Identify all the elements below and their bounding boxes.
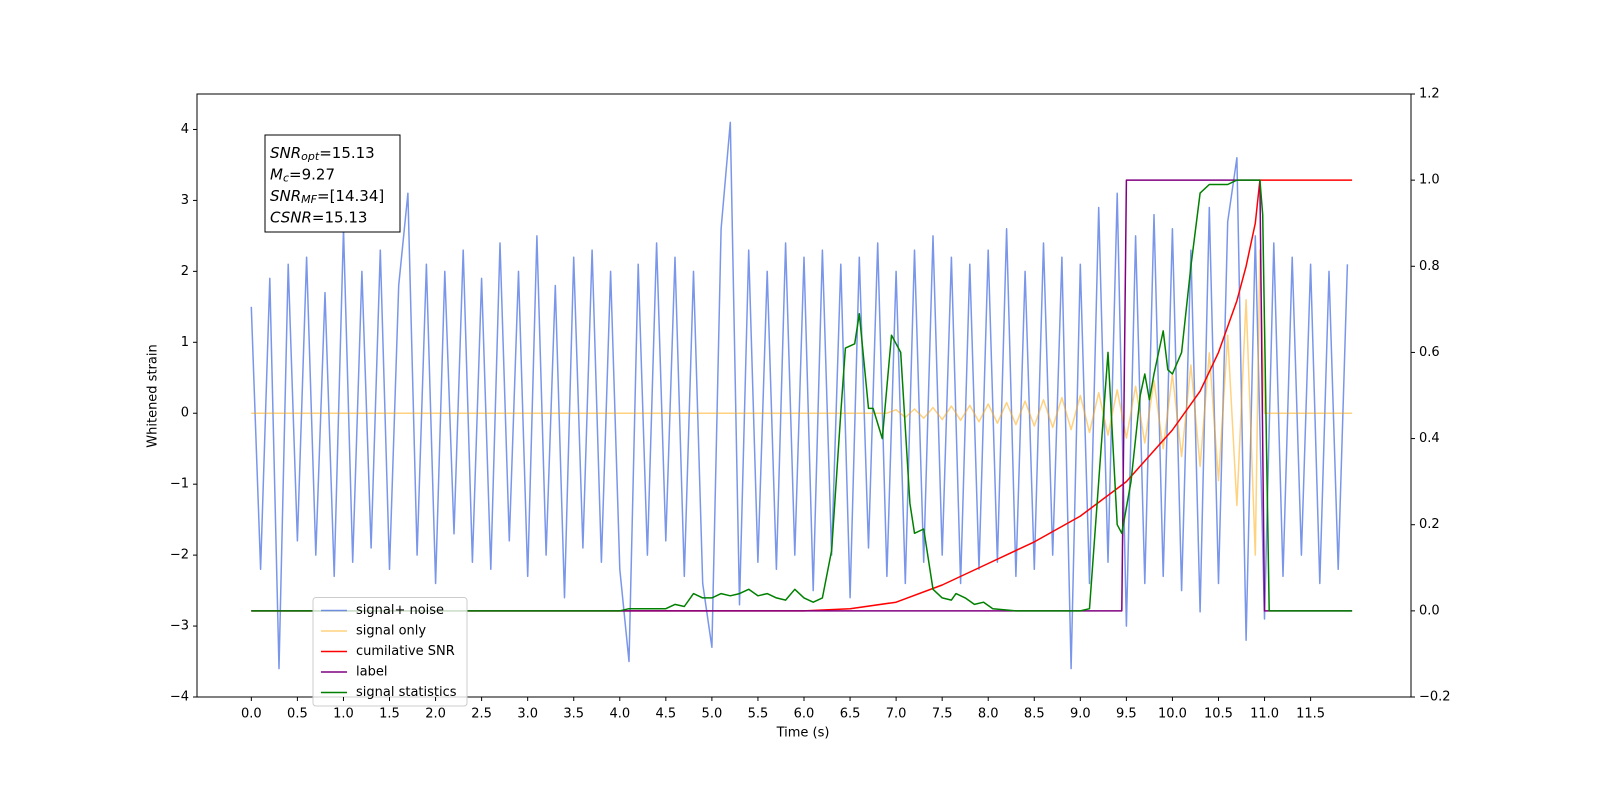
x-tick-label: 8.5 (1024, 707, 1045, 722)
y-tick-label: 3 (181, 193, 189, 208)
y2-tick-label: 0.0 (1419, 603, 1440, 618)
annotation-symbol: SNR (270, 144, 301, 162)
annotation-line: Mc=9.27 (270, 165, 335, 185)
plot-area (250, 121, 1353, 670)
annotation-frame (264, 134, 401, 233)
y2-tick-label: 1.0 (1419, 173, 1440, 188)
annotation-subscript: MF (301, 193, 317, 206)
y2-tick-label: 0.4 (1419, 431, 1440, 446)
x-tick-label: 8.0 (978, 707, 999, 722)
annotation-line: CSNR=15.13 (270, 208, 367, 226)
x-tick-label: 1.0 (333, 707, 354, 722)
x-tick-label: 7.0 (886, 707, 907, 722)
annotation-symbol: CSNR (270, 208, 312, 226)
x-tick-label: 9.0 (1070, 707, 1091, 722)
x-tick-label: 2.0 (425, 707, 446, 722)
y-tick-label: −1 (170, 477, 189, 492)
y-tick-label: −2 (170, 548, 189, 563)
legend-label: signal statistics (356, 685, 457, 700)
x-tick-label: 5.5 (748, 707, 769, 722)
annotation-value: =15.13 (319, 144, 375, 162)
x-tick-label: 7.5 (932, 707, 953, 722)
annotation-value: =[14.34] (317, 187, 384, 205)
x-tick-label: 6.0 (794, 707, 815, 722)
x-tick-label: 0.0 (241, 707, 262, 722)
y-tick-label: −3 (170, 619, 189, 634)
x-tick-label: 11.0 (1250, 707, 1279, 722)
legend-label: cumilative SNR (356, 644, 455, 659)
legend-label: signal only (356, 624, 426, 639)
x-tick-label: 2.5 (471, 707, 492, 722)
y-axis-label: Whitened strain (146, 344, 161, 447)
annotation-value: =15.13 (312, 208, 368, 226)
annotation-line: SNRMF=[14.34] (270, 187, 384, 207)
x-tick-label: 0.5 (287, 707, 308, 722)
x-axis-label: Time (s) (776, 726, 830, 741)
x-tick-label: 10.5 (1204, 707, 1233, 722)
x-tick-label: 4.5 (655, 707, 676, 722)
y-tick-label: 4 (181, 122, 189, 137)
y2-tick-label: 0.8 (1419, 259, 1440, 274)
annotation-subscript: c (283, 172, 289, 185)
x-tick-label: 1.5 (379, 707, 400, 722)
annotation-symbol: M (270, 165, 283, 183)
annotation-subscript: opt (301, 150, 320, 163)
annotation-symbol: SNR (270, 187, 301, 205)
y-tick-label: −4 (170, 690, 189, 705)
legend: signal+ noise signal only cumilative SNR la… (312, 597, 468, 707)
legend-label: signal+ noise (356, 603, 444, 618)
legend-frame (312, 597, 468, 707)
x-tick-label: 5.0 (702, 707, 723, 722)
x-tick-label: 3.5 (563, 707, 584, 722)
annotation-value: =9.27 (289, 165, 335, 183)
annotation-line: SNRopt=15.13 (270, 144, 375, 164)
y-tick-label: 1 (181, 335, 189, 350)
y-tick-label: 0 (181, 406, 189, 421)
x-tick-label: 4.0 (609, 707, 630, 722)
x-tick-label: 6.5 (840, 707, 861, 722)
y-tick-label: 2 (181, 264, 189, 279)
legend-label: label (356, 665, 387, 680)
series-line (250, 121, 1349, 670)
series-line (251, 179, 1353, 612)
series-line (251, 179, 1353, 612)
y2-tick-label: 1.2 (1419, 87, 1440, 102)
series-line (251, 249, 1353, 556)
annotation-box: SNRopt=15.13Mc=9.27SNRMF=[14.34]CSNR=15.… (264, 134, 401, 233)
y2-tick-label: −0.2 (1419, 690, 1451, 705)
y2-tick-label: 0.6 (1419, 345, 1440, 360)
y2-tick-label: 0.2 (1419, 517, 1440, 532)
x-tick-label: 10.0 (1158, 707, 1187, 722)
x-tick-label: 11.5 (1296, 707, 1325, 722)
x-tick-label: 3.0 (517, 707, 538, 722)
x-tick-label: 9.5 (1116, 707, 1137, 722)
